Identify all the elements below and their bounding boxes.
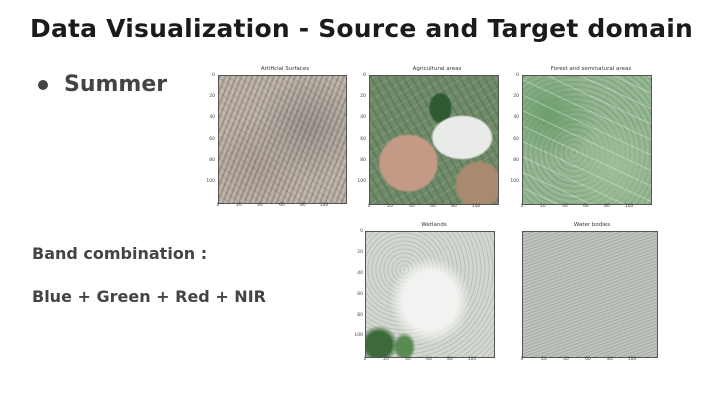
x-tick-label: 80	[451, 204, 457, 209]
satellite-image	[522, 231, 658, 358]
satellite-image	[369, 75, 499, 205]
x-tick-label: 80	[607, 357, 613, 362]
x-tick-label: 80	[300, 203, 306, 208]
y-tick-label: 60	[209, 137, 215, 142]
y-tick-label: 100	[510, 179, 519, 184]
y-tick-label: 40	[209, 115, 215, 120]
x-tick-label: 0	[216, 203, 220, 208]
x-tick-label: 40	[563, 357, 569, 362]
x-tick-label: 20	[541, 357, 547, 362]
y-tick-label: 40	[360, 115, 366, 120]
plot-title: Artificial Surfaces	[260, 66, 310, 72]
season-bullet: Summer	[38, 72, 167, 97]
x-tick-label: 40	[562, 204, 568, 209]
satellite-image	[522, 75, 652, 205]
x-tick-label: 100	[471, 204, 481, 209]
band-combination-value: Blue + Green + Red + NIR	[32, 287, 266, 306]
x-tick-label: 0	[520, 204, 524, 209]
plot-title: Wetlands	[421, 222, 447, 228]
slide-title: Data Visualization - Source and Target d…	[30, 14, 693, 43]
x-tick-label: 20	[383, 357, 389, 362]
x-tick-label: 20	[540, 204, 546, 209]
y-tick-label: 60	[360, 137, 366, 142]
y-tick-label: 60	[513, 137, 519, 142]
plot-water-bodies: Water bodies 0 20 40 60 80 100	[512, 222, 662, 367]
x-tick-label: 80	[447, 357, 453, 362]
y-tick-label: 0	[360, 229, 363, 234]
x-tick-label: 40	[405, 357, 411, 362]
y-tick-label: 0	[516, 73, 519, 78]
x-tick-label: 60	[430, 204, 436, 209]
x-tick-label: 60	[279, 203, 285, 208]
x-tick-label: 100	[319, 203, 329, 208]
y-tick-label: 80	[513, 158, 519, 163]
season-label: Summer	[64, 72, 168, 97]
y-tick-label: 20	[357, 250, 363, 255]
x-tick-label: 20	[236, 203, 242, 208]
x-tick-label: 80	[604, 204, 610, 209]
x-tick-label: 20	[387, 204, 393, 209]
y-tick-label: 20	[360, 94, 366, 99]
y-tick-label: 40	[513, 115, 519, 120]
x-tick-label: 100	[467, 357, 477, 362]
x-tick-label: 100	[624, 204, 634, 209]
band-combination-label: Band combination :	[32, 244, 208, 263]
y-tick-label: 60	[357, 292, 363, 297]
y-tick-label: 20	[209, 94, 215, 99]
y-tick-label: 20	[513, 94, 519, 99]
satellite-image	[365, 231, 495, 358]
x-tick-label: 40	[409, 204, 415, 209]
y-tick-label: 40	[357, 271, 363, 276]
y-tick-label: 80	[360, 158, 366, 163]
y-tick-label: 100	[357, 179, 366, 184]
x-tick-label: 60	[426, 357, 432, 362]
plot-title: Agricultural areas	[412, 66, 462, 72]
plot-wetlands: Wetlands 0 20 40 60 80 100 0 20 40 60 80…	[352, 222, 502, 367]
x-tick-label: 100	[627, 357, 637, 362]
y-tick-label: 100	[206, 179, 215, 184]
x-tick-label: 0	[520, 357, 524, 362]
bullet-dot-icon	[38, 79, 48, 90]
y-tick-label: 80	[209, 158, 215, 163]
plot-agricultural-areas: Agricultural areas 0 20 40 60 80 100 0 2…	[355, 66, 505, 216]
x-tick-label: 0	[363, 357, 367, 362]
y-tick-label: 0	[212, 73, 215, 78]
satellite-image	[218, 75, 347, 204]
y-tick-label: 0	[363, 73, 366, 78]
x-tick-label: 60	[585, 357, 591, 362]
y-tick-label: 100	[354, 333, 363, 338]
x-tick-label: 60	[583, 204, 589, 209]
y-tick-label: 80	[357, 313, 363, 318]
plot-forest-seminatural: Forest and seminatural areas 0 20 40 60 …	[510, 66, 660, 216]
plot-title: Water bodies	[573, 222, 611, 228]
x-tick-label: 40	[257, 203, 263, 208]
plot-title: Forest and seminatural areas	[550, 66, 632, 72]
plot-artificial-surfaces: Artificial Surfaces 0 20 40 60 80 100 0 …	[200, 66, 350, 216]
x-tick-label: 0	[367, 204, 371, 209]
